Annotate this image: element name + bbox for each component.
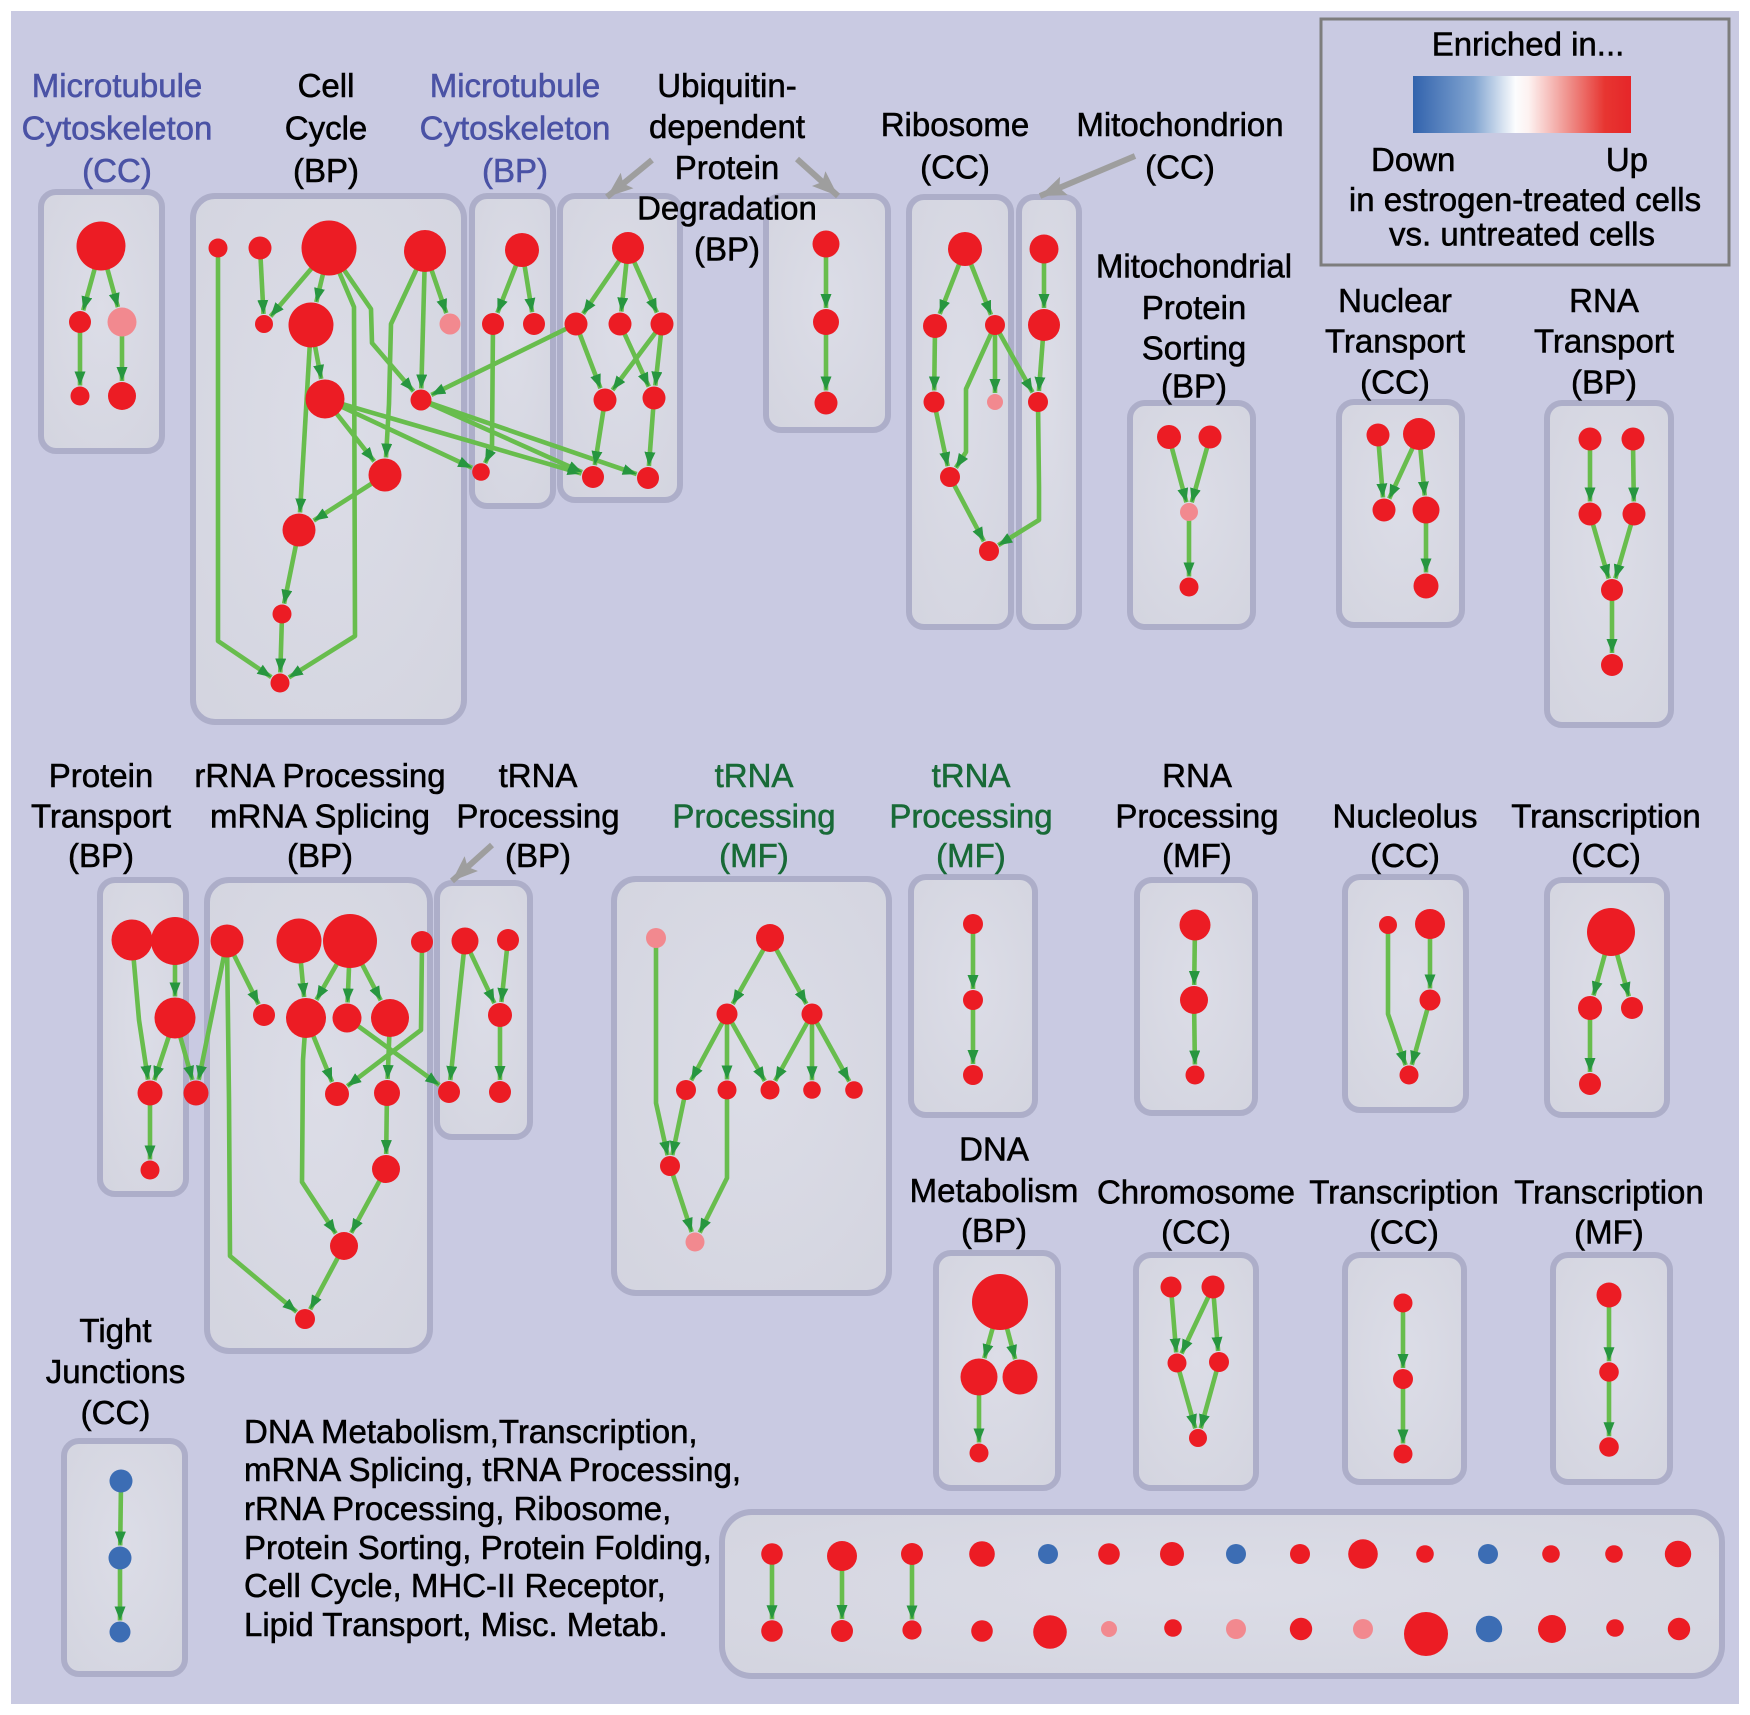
svg-text:DNA Metabolism,Transcription,: DNA Metabolism,Transcription, (244, 1413, 698, 1450)
svg-text:Processing: Processing (1115, 798, 1278, 835)
svg-text:Protein Sorting, Protein Foldi: Protein Sorting, Protein Folding, (244, 1529, 712, 1566)
svg-text:Processing: Processing (456, 798, 619, 835)
svg-text:Up: Up (1606, 141, 1648, 178)
svg-text:Chromosome: Chromosome (1097, 1174, 1295, 1211)
svg-text:Mitochondrial: Mitochondrial (1096, 248, 1292, 285)
svg-text:RNA: RNA (1162, 757, 1232, 794)
svg-text:(CC): (CC) (82, 152, 152, 189)
svg-text:(CC): (CC) (1571, 837, 1641, 874)
svg-text:in estrogen-treated cells: in estrogen-treated cells (1349, 181, 1701, 218)
svg-text:Nuclear: Nuclear (1338, 282, 1452, 319)
svg-text:Lipid Transport, Misc. Metab.: Lipid Transport, Misc. Metab. (244, 1606, 668, 1643)
svg-text:(CC): (CC) (920, 149, 990, 186)
svg-text:tRNA: tRNA (499, 757, 578, 794)
svg-text:Protein: Protein (49, 757, 154, 794)
svg-text:Junctions: Junctions (46, 1353, 185, 1390)
svg-text:Protein: Protein (1142, 289, 1247, 326)
svg-text:DNA: DNA (959, 1131, 1029, 1168)
svg-text:dependent: dependent (649, 108, 805, 145)
svg-text:Transcription: Transcription (1511, 798, 1701, 835)
svg-text:(CC): (CC) (1360, 364, 1430, 401)
svg-text:Cycle: Cycle (285, 110, 368, 147)
svg-text:tRNA: tRNA (932, 757, 1011, 794)
svg-text:(BP): (BP) (287, 837, 353, 874)
svg-text:(BP): (BP) (694, 231, 760, 268)
svg-text:(MF): (MF) (719, 837, 789, 874)
svg-text:Sorting: Sorting (1142, 330, 1247, 367)
svg-text:(MF): (MF) (936, 837, 1006, 874)
svg-text:RNA: RNA (1569, 282, 1639, 319)
svg-text:Mitochondrion: Mitochondrion (1076, 106, 1283, 143)
svg-text:(BP): (BP) (293, 152, 359, 189)
svg-text:Degradation: Degradation (637, 190, 817, 227)
svg-text:Transcription: Transcription (1514, 1174, 1704, 1211)
svg-text:Cytoskeleton: Cytoskeleton (420, 110, 611, 147)
svg-text:Processing: Processing (889, 798, 1052, 835)
svg-text:rRNA Processing, Ribosome,: rRNA Processing, Ribosome, (244, 1490, 671, 1527)
svg-text:Ubiquitin-: Ubiquitin- (657, 67, 796, 104)
svg-text:vs. untreated cells: vs. untreated cells (1389, 216, 1655, 253)
svg-text:Transcription: Transcription (1309, 1174, 1499, 1211)
svg-text:Transport: Transport (31, 798, 171, 835)
svg-text:(BP): (BP) (1571, 364, 1637, 401)
svg-text:(CC): (CC) (81, 1394, 151, 1431)
svg-text:Nucleolus: Nucleolus (1333, 798, 1478, 835)
svg-text:(CC): (CC) (1370, 837, 1440, 874)
svg-text:Cytoskeleton: Cytoskeleton (22, 110, 213, 147)
svg-text:Enriched in...: Enriched in... (1432, 26, 1625, 63)
svg-text:Ribosome: Ribosome (881, 106, 1030, 143)
svg-text:(MF): (MF) (1162, 837, 1232, 874)
svg-text:tRNA: tRNA (715, 757, 794, 794)
svg-text:Microtubule: Microtubule (430, 67, 601, 104)
svg-text:(BP): (BP) (1161, 368, 1227, 405)
svg-text:Microtubule: Microtubule (32, 67, 203, 104)
svg-text:(BP): (BP) (68, 837, 134, 874)
svg-text:Cell: Cell (298, 67, 355, 104)
svg-text:(BP): (BP) (961, 1212, 1027, 1249)
svg-text:Tight: Tight (79, 1312, 151, 1349)
svg-text:rRNA Processing: rRNA Processing (194, 757, 445, 794)
svg-text:Cell Cycle, MHC-II Receptor,: Cell Cycle, MHC-II Receptor, (244, 1567, 666, 1604)
svg-text:Down: Down (1371, 141, 1455, 178)
svg-text:Processing: Processing (672, 798, 835, 835)
svg-text:(CC): (CC) (1369, 1214, 1439, 1251)
svg-text:Metabolism: Metabolism (910, 1172, 1079, 1209)
svg-text:mRNA Splicing, tRNA Processing: mRNA Splicing, tRNA Processing, (244, 1451, 741, 1488)
svg-text:(CC): (CC) (1161, 1214, 1231, 1251)
svg-text:Transport: Transport (1534, 323, 1674, 360)
svg-text:Transport: Transport (1325, 323, 1465, 360)
svg-text:mRNA Splicing: mRNA Splicing (210, 798, 430, 835)
svg-text:(MF): (MF) (1574, 1214, 1644, 1251)
svg-text:(BP): (BP) (482, 152, 548, 189)
svg-text:Protein: Protein (675, 149, 780, 186)
svg-text:(CC): (CC) (1145, 149, 1215, 186)
svg-text:(BP): (BP) (505, 837, 571, 874)
